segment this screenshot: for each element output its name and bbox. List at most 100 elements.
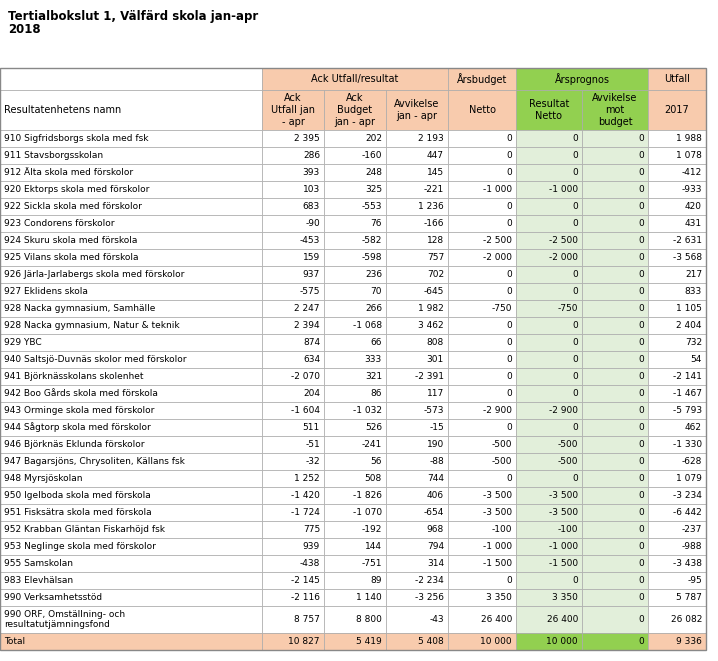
Text: 0: 0 — [638, 236, 644, 245]
Text: 3 350: 3 350 — [486, 593, 512, 602]
Bar — [0, 487, 262, 504]
Bar — [448, 283, 516, 300]
Bar — [582, 317, 648, 334]
Text: -1 500: -1 500 — [483, 559, 512, 568]
Bar — [324, 368, 386, 385]
Text: Ack
Budget
jan - apr: Ack Budget jan - apr — [335, 93, 376, 127]
Text: Utfall: Utfall — [664, 74, 690, 84]
Bar — [0, 351, 262, 368]
Bar — [582, 249, 648, 266]
Text: -933: -933 — [681, 185, 702, 194]
Text: -2 145: -2 145 — [291, 576, 320, 585]
Text: 927 Eklidens skola: 927 Eklidens skola — [4, 287, 88, 296]
Bar — [448, 164, 516, 181]
Text: -3 500: -3 500 — [483, 491, 512, 500]
Text: -5 793: -5 793 — [673, 406, 702, 415]
Bar — [0, 385, 262, 402]
Bar — [648, 402, 706, 419]
Text: -1 070: -1 070 — [353, 508, 382, 517]
Text: 946 Björknäs Eklunda förskolor: 946 Björknäs Eklunda förskolor — [4, 440, 144, 449]
Bar — [262, 130, 324, 147]
Text: -573: -573 — [424, 406, 444, 415]
Text: -221: -221 — [424, 185, 444, 194]
Text: 3 462: 3 462 — [419, 321, 444, 330]
Bar — [262, 589, 324, 606]
Bar — [0, 249, 262, 266]
Bar — [582, 453, 648, 470]
Text: -500: -500 — [557, 440, 578, 449]
Text: -988: -988 — [681, 542, 702, 551]
Text: -500: -500 — [557, 457, 578, 466]
Text: -1 467: -1 467 — [673, 389, 702, 398]
Bar — [582, 334, 648, 351]
Bar — [262, 198, 324, 215]
Text: 54: 54 — [691, 355, 702, 364]
Text: 0: 0 — [638, 508, 644, 517]
Text: 0: 0 — [572, 355, 578, 364]
Bar — [582, 504, 648, 521]
Bar — [262, 453, 324, 470]
Text: 0: 0 — [572, 151, 578, 160]
Text: -1 000: -1 000 — [483, 185, 512, 194]
Bar — [648, 504, 706, 521]
Bar — [386, 453, 448, 470]
Text: -3 500: -3 500 — [549, 508, 578, 517]
Text: -100: -100 — [492, 525, 512, 534]
Text: -751: -751 — [361, 559, 382, 568]
Text: 70: 70 — [370, 287, 382, 296]
Text: 10 827: 10 827 — [289, 637, 320, 646]
Text: 833: 833 — [685, 287, 702, 296]
Bar — [448, 68, 516, 90]
Text: 8 800: 8 800 — [356, 615, 382, 624]
Bar — [516, 633, 582, 650]
Bar — [262, 633, 324, 650]
Bar — [0, 504, 262, 521]
Bar — [648, 419, 706, 436]
Bar — [0, 334, 262, 351]
Bar — [648, 68, 706, 90]
Text: Netto: Netto — [469, 105, 495, 115]
Bar — [386, 249, 448, 266]
Text: 2 404: 2 404 — [676, 321, 702, 330]
Text: 0: 0 — [506, 270, 512, 279]
Text: -553: -553 — [361, 202, 382, 211]
Bar — [386, 402, 448, 419]
Text: 0: 0 — [638, 134, 644, 143]
Bar — [0, 572, 262, 589]
Bar — [0, 198, 262, 215]
Bar — [262, 521, 324, 538]
Text: 406: 406 — [427, 491, 444, 500]
Text: 0: 0 — [572, 321, 578, 330]
Bar — [582, 633, 648, 650]
Bar — [648, 232, 706, 249]
Bar — [448, 633, 516, 650]
Bar — [386, 555, 448, 572]
Bar — [582, 164, 648, 181]
Bar — [516, 470, 582, 487]
Bar — [324, 453, 386, 470]
Text: 2017: 2017 — [665, 105, 689, 115]
Bar — [324, 215, 386, 232]
Text: 0: 0 — [638, 372, 644, 381]
Bar — [582, 215, 648, 232]
Bar — [582, 521, 648, 538]
Text: 941 Björknässkolans skolenhet: 941 Björknässkolans skolenhet — [4, 372, 144, 381]
Text: -2 900: -2 900 — [549, 406, 578, 415]
Text: 952 Krabban Gläntan Fiskarhöjd fsk: 952 Krabban Gläntan Fiskarhöjd fsk — [4, 525, 165, 534]
Text: 2 247: 2 247 — [294, 304, 320, 313]
Text: 26 082: 26 082 — [671, 615, 702, 624]
Bar — [0, 453, 262, 470]
Text: 217: 217 — [685, 270, 702, 279]
Text: Avvikelse
mot
budget: Avvikelse mot budget — [592, 93, 638, 127]
Text: -1 032: -1 032 — [353, 406, 382, 415]
Text: 0: 0 — [506, 151, 512, 160]
Text: 0: 0 — [506, 372, 512, 381]
Text: 951 Fisksätra skola med förskola: 951 Fisksätra skola med förskola — [4, 508, 151, 517]
Text: 89: 89 — [370, 576, 382, 585]
Bar — [324, 419, 386, 436]
Bar — [448, 538, 516, 555]
Text: -750: -750 — [557, 304, 578, 313]
Text: 0: 0 — [506, 287, 512, 296]
Text: -1 068: -1 068 — [353, 321, 382, 330]
Bar — [448, 232, 516, 249]
